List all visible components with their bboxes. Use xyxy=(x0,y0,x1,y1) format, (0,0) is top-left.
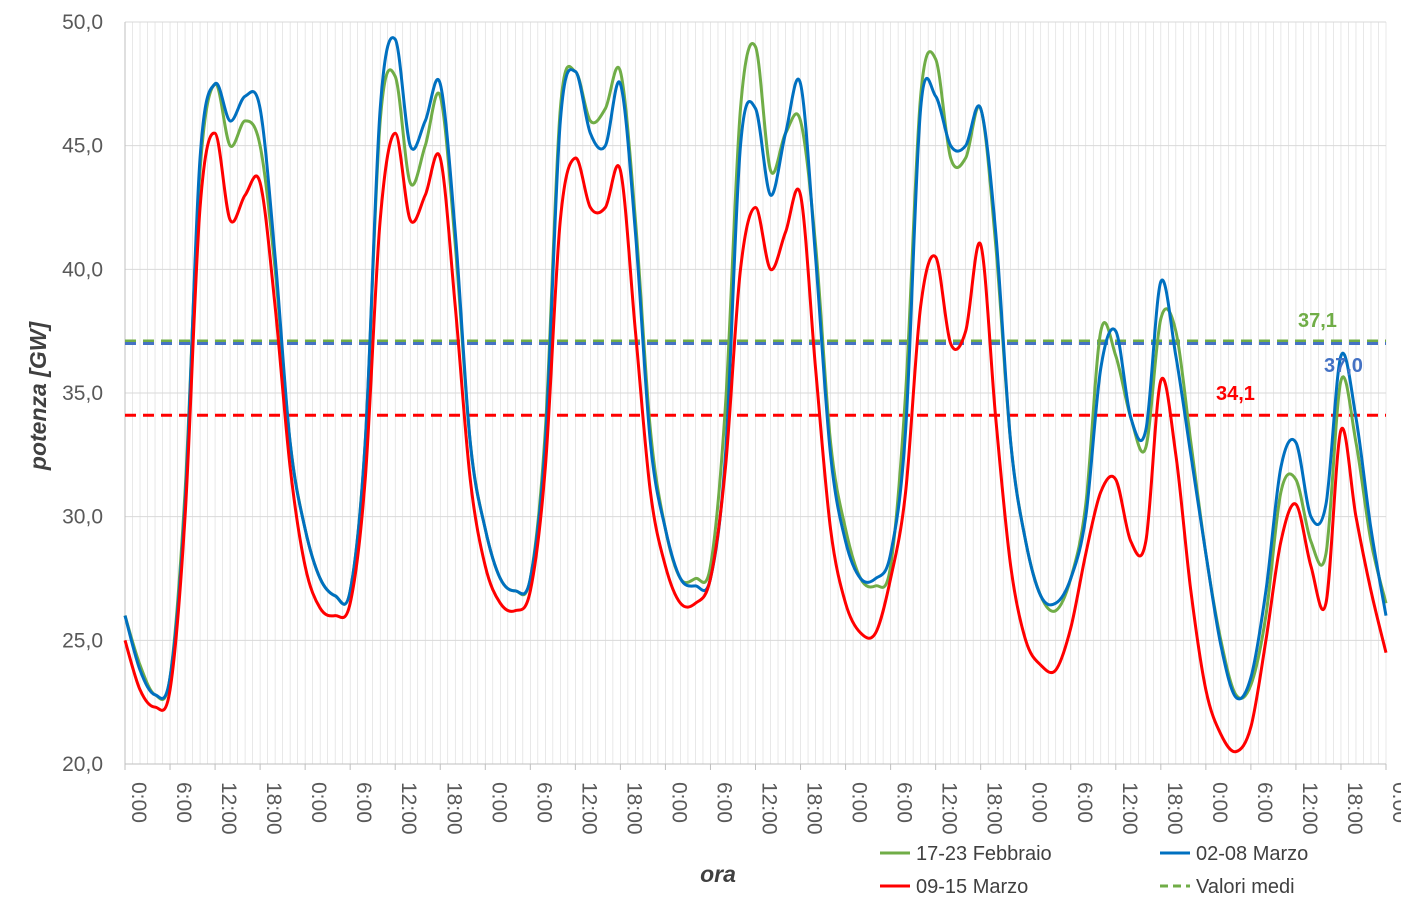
x-tick-label: 12:00 xyxy=(1298,782,1321,835)
x-tick-label: 0:00 xyxy=(307,782,330,823)
y-axis-title: potenza [GW] xyxy=(25,321,51,472)
x-tick-label: 6:00 xyxy=(1073,782,1096,823)
x-tick-label: 0:00 xyxy=(127,782,150,823)
series-line xyxy=(123,36,1388,701)
x-tick-label: 0:00 xyxy=(487,782,510,823)
y-tick-label: 25,0 xyxy=(62,629,103,652)
x-tick-labels: 0:00 6:00 12:00 18:00 0:00 6:00 12:00 18:00 0:00… xyxy=(127,782,1401,835)
average-labels: 37,1 37,0 34,1 xyxy=(1216,310,1363,405)
average-value-label: 37,0 xyxy=(1324,355,1363,377)
average-lines xyxy=(125,339,1386,417)
x-tick-label: 18:00 xyxy=(262,782,285,835)
x-tick-label: 6:00 xyxy=(893,782,916,823)
y-tick-labels: 20,0 25,0 30,0 35,0 40,0 45,0 50,0 xyxy=(62,11,103,776)
x-tick-label: 0:00 xyxy=(1388,782,1401,823)
x-tick-label: 0:00 xyxy=(1028,782,1051,823)
x-tick-label: 18:00 xyxy=(983,782,1006,835)
x-tick-label: 0:00 xyxy=(848,782,871,823)
y-tick-label: 50,0 xyxy=(62,11,103,34)
x-tick-label: 18:00 xyxy=(1343,782,1366,835)
x-tick-label: 18:00 xyxy=(442,782,465,835)
x-axis-title: ora xyxy=(700,861,736,887)
x-tick-label: 12:00 xyxy=(577,782,600,835)
legend-label: Valori medi xyxy=(1196,876,1295,898)
legend-label: 02-08 Marzo xyxy=(1196,843,1308,865)
average-value-label: 34,1 xyxy=(1216,383,1255,405)
x-tick-label: 6:00 xyxy=(712,782,735,823)
x-tick-label: 6:00 xyxy=(532,782,555,823)
x-tick-label: 18:00 xyxy=(803,782,826,835)
x-tick-label: 12:00 xyxy=(758,782,781,835)
y-tick-label: 20,0 xyxy=(62,753,103,776)
x-tick-label: 6:00 xyxy=(172,782,195,823)
x-tick-label: 6:00 xyxy=(352,782,375,823)
x-tick-label: 0:00 xyxy=(667,782,690,823)
series-line xyxy=(123,131,1388,754)
x-tick-label: 12:00 xyxy=(938,782,961,835)
x-tick-label: 12:00 xyxy=(1118,782,1141,835)
average-value-label: 37,1 xyxy=(1298,310,1337,332)
x-tick-label: 18:00 xyxy=(1163,782,1186,835)
y-tick-label: 35,0 xyxy=(62,382,103,405)
x-tick-label: 12:00 xyxy=(217,782,240,835)
x-tick-label: 18:00 xyxy=(622,782,645,835)
legend-label: 09-15 Marzo xyxy=(916,876,1028,898)
series-lines xyxy=(123,36,1388,754)
y-tick-label: 40,0 xyxy=(62,258,103,281)
y-tick-label: 30,0 xyxy=(62,506,103,529)
x-tick-label: 0:00 xyxy=(1208,782,1231,823)
x-tick-label: 12:00 xyxy=(397,782,420,835)
chart-legend: 17-23 Febbraio 02-08 Marzo 09-15 Marzo Valo… xyxy=(880,843,1308,898)
legend-label: 17-23 Febbraio xyxy=(916,843,1052,865)
y-tick-label: 45,0 xyxy=(62,135,103,158)
x-tick-label: 6:00 xyxy=(1253,782,1276,823)
